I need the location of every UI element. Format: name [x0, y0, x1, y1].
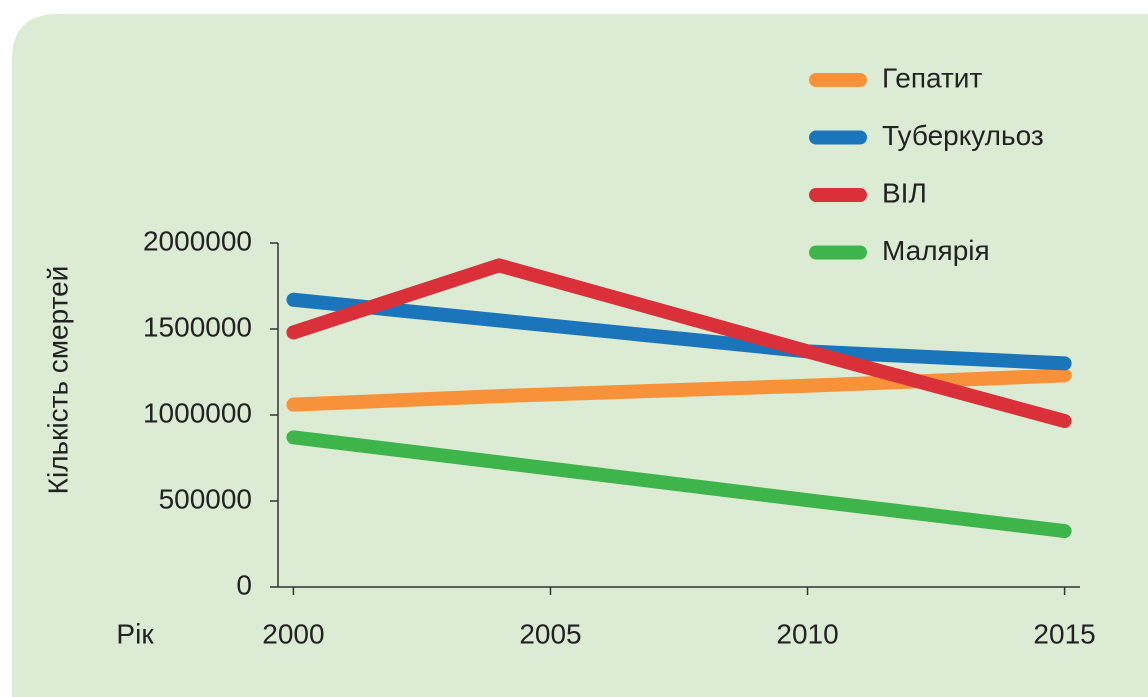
x-tick-label: 2000	[262, 618, 324, 649]
y-tick-label: 1000000	[143, 397, 252, 428]
y-axis-label: Кількість смертей	[42, 266, 73, 495]
y-tick-label: 1500000	[143, 311, 252, 342]
x-tick-label: 2010	[776, 618, 838, 649]
y-tick-label: 2000000	[143, 225, 252, 256]
series-line	[286, 292, 1072, 371]
legend-label: ВІЛ	[882, 177, 927, 208]
x-tick-label: 2015	[1033, 618, 1095, 649]
panel	[12, 14, 1148, 697]
legend-label: Малярія	[882, 235, 990, 266]
x-axis-label: Рік	[116, 618, 154, 649]
y-tick-label: 500000	[159, 483, 252, 514]
series-line	[286, 258, 1072, 429]
legend-label: Туберкульоз	[882, 120, 1044, 151]
x-tick-label: 2005	[519, 618, 581, 649]
y-tick-label: 0	[236, 569, 252, 600]
legend-label: Гепатит	[882, 62, 982, 93]
series-line	[286, 430, 1072, 539]
